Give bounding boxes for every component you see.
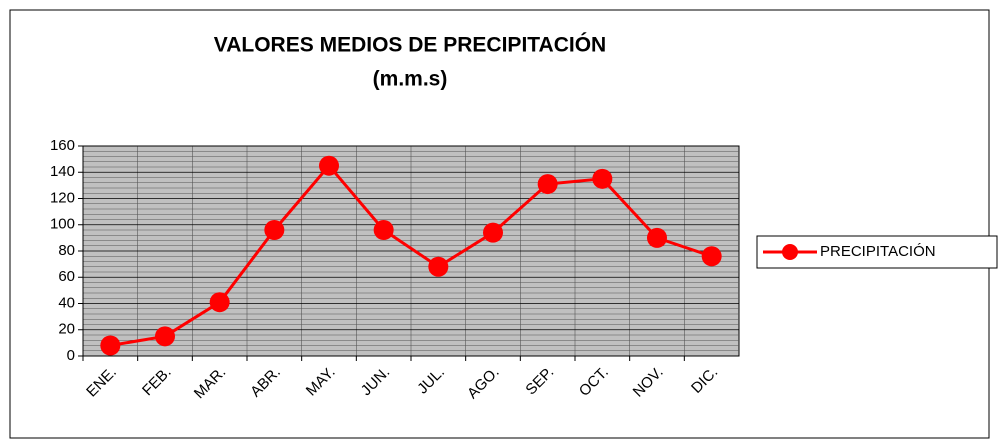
data-point	[701, 246, 722, 267]
data-point	[100, 335, 121, 356]
data-point	[264, 220, 285, 240]
y-tick-label: 80	[58, 242, 75, 259]
data-point	[155, 326, 175, 347]
data-point	[209, 292, 230, 313]
chart-title: VALORES MEDIOS DE PRECIPITACIÓN	[214, 33, 606, 57]
y-tick-label: 120	[50, 189, 75, 206]
data-point	[373, 220, 394, 240]
y-tick-label: 0	[67, 347, 75, 364]
data-point	[428, 256, 449, 277]
data-point	[319, 155, 339, 176]
data-line	[110, 163, 713, 347]
y-tick-label: 60	[58, 268, 75, 285]
y-tick-label: 160	[50, 137, 75, 154]
data-point	[592, 168, 613, 189]
y-tick-label: 40	[58, 294, 75, 311]
data-point	[537, 174, 558, 195]
y-tick-label: 100	[50, 216, 75, 233]
data-point	[647, 227, 667, 248]
legend-label: PRECIPITACIÓN	[820, 243, 936, 260]
legend-marker	[782, 244, 798, 260]
data-point	[483, 222, 503, 243]
y-tick-label: 140	[50, 163, 75, 180]
y-tick-label: 20	[58, 321, 75, 338]
chart-subtitle: (m.m.s)	[373, 68, 448, 91]
